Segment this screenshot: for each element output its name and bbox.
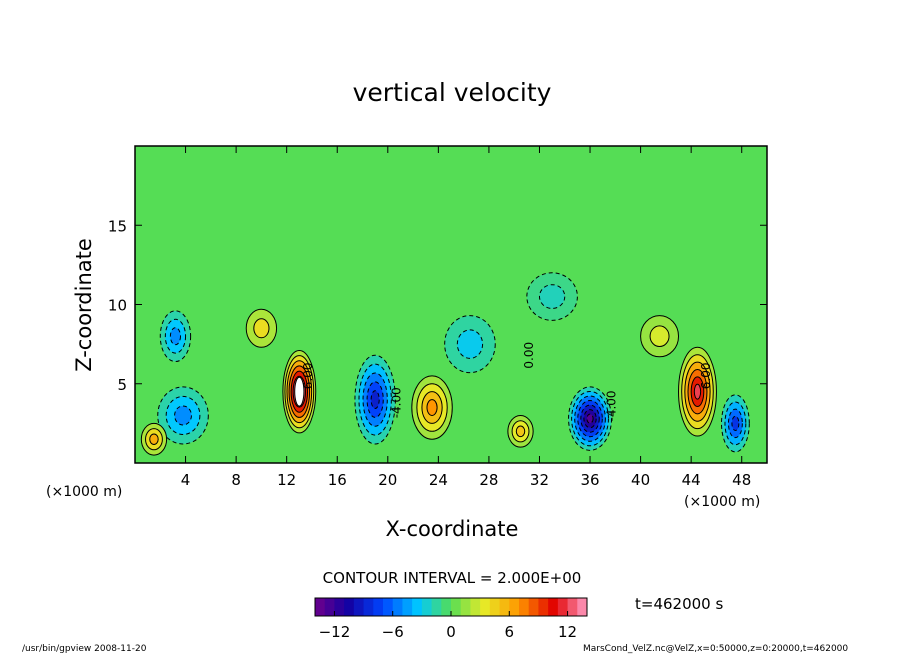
colorbar bbox=[314, 597, 588, 617]
contour-level bbox=[693, 383, 702, 400]
x-tick-label: 48 bbox=[732, 471, 751, 489]
y-axis: 5 10 15 bbox=[108, 217, 767, 394]
colorbar-segment bbox=[324, 598, 335, 616]
y-tick-label: 5 bbox=[117, 376, 127, 394]
contour-peak bbox=[294, 376, 305, 407]
contour-cell bbox=[354, 354, 396, 445]
colorbar-segment bbox=[499, 598, 510, 616]
colorbar-segment bbox=[431, 598, 442, 616]
time-label: t=462000 s bbox=[635, 595, 723, 613]
colorbar-ticks: −12 −6 0 6 12 bbox=[319, 611, 577, 641]
contour-cell bbox=[640, 315, 680, 358]
x-tick-label: 40 bbox=[631, 471, 650, 489]
colorbar-segment bbox=[480, 598, 491, 616]
footer-left: /usr/bin/gpview 2008-11-20 bbox=[22, 644, 147, 654]
x-tick-label: 28 bbox=[479, 471, 498, 489]
colorbar-tick-label: −12 bbox=[319, 623, 351, 641]
colorbar-segment bbox=[392, 598, 403, 616]
colorbar-segment bbox=[519, 598, 530, 616]
x-tick-label: 32 bbox=[530, 471, 549, 489]
colorbar-tick-label: 12 bbox=[558, 623, 577, 641]
colorbar-tick-label: 6 bbox=[505, 623, 515, 641]
chart-title: vertical velocity bbox=[353, 78, 552, 107]
colorbar-segment bbox=[441, 598, 452, 616]
x-unit-left: (×1000 m) bbox=[46, 484, 122, 500]
colorbar-segment bbox=[373, 598, 384, 616]
colorbar-segment bbox=[383, 598, 394, 616]
contour-cell bbox=[678, 346, 717, 437]
contour-cell bbox=[245, 308, 278, 348]
colorbar-segment bbox=[567, 598, 578, 616]
contour-level bbox=[649, 325, 670, 348]
colorbar-segment bbox=[363, 598, 374, 616]
contour-label: 6.00 bbox=[301, 362, 315, 389]
x-axis: 4 8 12 16 20 24 28 32 36 40 44 48 bbox=[181, 146, 751, 489]
colorbar-segment bbox=[509, 598, 520, 616]
contour-labels: 0.00 -4.00 -4.00 6.00 6.00 bbox=[301, 342, 713, 422]
contour-level bbox=[538, 284, 566, 309]
colorbar-segment bbox=[548, 598, 559, 616]
x-axis-label: X-coordinate bbox=[386, 517, 519, 541]
colorbar-segment bbox=[460, 598, 471, 616]
colorbar-segment bbox=[402, 598, 413, 616]
contour-level bbox=[426, 399, 438, 416]
colorbar-segment bbox=[451, 598, 462, 616]
x-tick-label: 8 bbox=[231, 471, 241, 489]
colorbar-segment bbox=[528, 598, 539, 616]
contour-level bbox=[370, 390, 380, 409]
colorbar-segment bbox=[353, 598, 365, 616]
x-tick-label: 24 bbox=[429, 471, 448, 489]
colorbar-segment bbox=[315, 598, 326, 616]
colorbar-segment bbox=[412, 598, 423, 616]
contour-level bbox=[169, 327, 182, 346]
x-tick-label: 4 bbox=[181, 471, 191, 489]
contour-cell bbox=[444, 315, 496, 374]
x-unit-right: (×1000 m) bbox=[684, 494, 760, 510]
contour-label: -4.00 bbox=[389, 387, 403, 418]
x-tick-label: 16 bbox=[328, 471, 347, 489]
contour-cell bbox=[282, 349, 317, 434]
contour-field bbox=[140, 272, 750, 456]
contour-level bbox=[456, 329, 484, 359]
contour-interval-text: CONTOUR INTERVAL = 2.000E+00 bbox=[323, 569, 582, 587]
colorbar-segment bbox=[557, 598, 569, 616]
colorbar-segment bbox=[577, 598, 588, 616]
y-tick-label: 15 bbox=[108, 217, 127, 235]
contour-cell bbox=[159, 310, 192, 363]
contour-cell bbox=[411, 375, 453, 440]
colorbar-tick-label: −6 bbox=[382, 623, 404, 641]
contour-label: 0.00 bbox=[522, 342, 536, 369]
contour-cell bbox=[568, 386, 613, 451]
contour-level bbox=[149, 433, 159, 446]
colorbar-segment bbox=[334, 598, 345, 616]
colorbar-segment bbox=[344, 598, 355, 616]
contour-level bbox=[174, 405, 192, 426]
x-tick-label: 12 bbox=[277, 471, 296, 489]
contour-cell bbox=[720, 394, 750, 453]
colorbar-segment bbox=[470, 598, 481, 616]
x-tick-label: 44 bbox=[682, 471, 701, 489]
colorbar-segment bbox=[421, 598, 433, 616]
contour-level bbox=[515, 425, 526, 438]
footer-right: MarsCond_VelZ.nc@VelZ,x=0:50000,z=0:2000… bbox=[583, 644, 848, 654]
contour-level bbox=[586, 413, 594, 424]
y-axis-label: Z-coordinate bbox=[72, 238, 96, 372]
contour-level bbox=[253, 318, 270, 339]
y-tick-label: 10 bbox=[108, 297, 127, 315]
contour-cell bbox=[140, 422, 168, 456]
colorbar-segment bbox=[489, 598, 501, 616]
contour-cell bbox=[507, 414, 534, 448]
contour-cell bbox=[157, 386, 209, 445]
x-tick-label: 36 bbox=[580, 471, 599, 489]
contour-label: -4.00 bbox=[604, 390, 618, 421]
colorbar-segment bbox=[538, 598, 549, 616]
contour-label: 6.00 bbox=[699, 362, 713, 389]
contour-level bbox=[731, 415, 740, 432]
contour-cell bbox=[526, 272, 578, 321]
x-tick-label: 20 bbox=[378, 471, 397, 489]
colorbar-tick-label: 0 bbox=[446, 623, 456, 641]
